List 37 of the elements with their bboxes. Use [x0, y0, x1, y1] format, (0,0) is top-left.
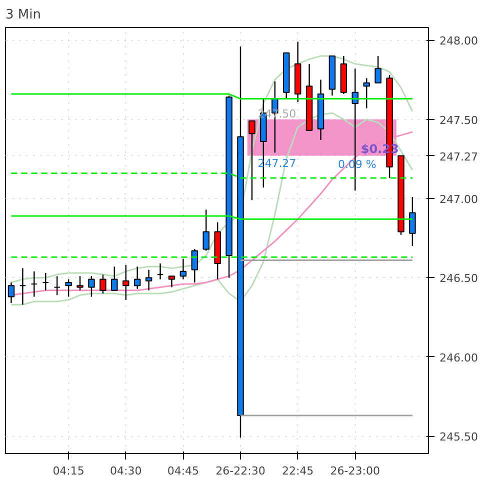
x-tick-label: 04:45 [167, 464, 200, 478]
y-tick-label: 246.00 [440, 351, 478, 364]
candlestick [54, 276, 60, 296]
candlestick [30, 270, 38, 298]
y-tick-label: 247.00 [440, 193, 478, 206]
candlestick [374, 55, 382, 84]
candlestick [180, 258, 187, 280]
y-tick-label: 245.50 [440, 430, 478, 444]
candlestick [122, 264, 130, 300]
candlestick [168, 276, 176, 288]
x-tick-label: 26-23:00 [330, 464, 380, 478]
chart-title: 3 Min [6, 8, 41, 22]
candlestick [202, 209, 210, 252]
y-tick-label: 246.50 [440, 272, 478, 286]
x-tick-label: 04:30 [110, 464, 142, 478]
line-series [10, 55, 414, 284]
candlestick [363, 78, 370, 109]
x-tick-label: 22:45 [282, 464, 314, 478]
candlestick [409, 196, 416, 247]
y-tick-label: 248.00 [440, 34, 478, 48]
candlestick [19, 268, 26, 306]
candlestick [65, 278, 72, 298]
candlestick [8, 282, 15, 304]
candlestick [248, 120, 256, 201]
candlestick [111, 266, 118, 291]
x-tick-label: 26-22:30 [216, 464, 266, 478]
candlestick [156, 262, 164, 280]
candlestick [88, 276, 95, 298]
y-tick-label: 247.27 [440, 150, 478, 164]
candlestick [191, 248, 198, 284]
y-tick-label: 247.50 [440, 114, 478, 127]
candlestick [100, 274, 106, 294]
candlestick [76, 276, 84, 291]
x-tick-label: 04:15 [52, 464, 84, 478]
candlestick [134, 266, 141, 290]
candlestick [42, 272, 49, 291]
candlestick [145, 269, 152, 291]
